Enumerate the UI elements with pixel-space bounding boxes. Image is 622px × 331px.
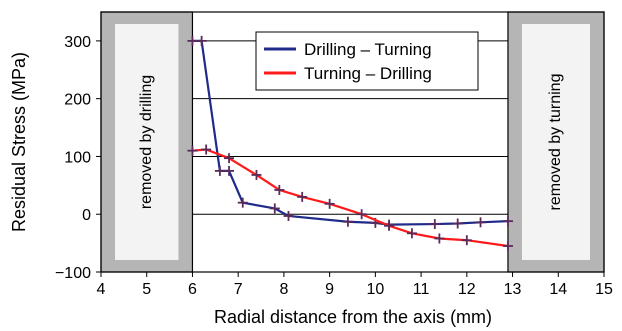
x-tick-label: 9 [325, 281, 334, 298]
data-point [251, 169, 262, 180]
plot-frame [100, 11, 605, 273]
x-tick-label: 7 [234, 281, 243, 298]
tick-labels: 4 5 6 7 8 9 10 11 12 13 14 15 −100 0 100 200 300 [55, 34, 613, 298]
data-point [406, 228, 417, 239]
data-point [201, 144, 212, 155]
data-point [342, 216, 353, 227]
data-series [187, 35, 513, 251]
legend-box [255, 31, 479, 91]
data-point [356, 209, 367, 220]
data-point [502, 216, 513, 227]
x-tick-label: 4 [97, 281, 106, 298]
data-point [274, 184, 285, 195]
data-point [283, 210, 294, 221]
data-point [429, 219, 440, 230]
data-point [324, 198, 335, 209]
data-point [187, 35, 198, 46]
region-label: removed by drilling [138, 75, 155, 209]
data-point [384, 220, 395, 231]
y-tick-label: 100 [64, 149, 91, 166]
x-tick-label: 15 [595, 281, 613, 298]
data-point [214, 165, 225, 176]
x-tick-label: 14 [549, 281, 567, 298]
x-tick-label: 6 [188, 281, 197, 298]
y-tick-label: −100 [55, 265, 91, 282]
data-point [196, 35, 207, 46]
data-point [224, 153, 235, 164]
data-point [297, 191, 308, 202]
y-axis-title: Residual Stress (MPa) [9, 52, 29, 232]
region-inner-panel [115, 24, 179, 260]
data-point [434, 233, 445, 244]
x-tick-label: 10 [366, 281, 384, 298]
x-tick-label: 12 [458, 281, 476, 298]
legend-label: Drilling – Turning [304, 40, 432, 59]
x-tick-label: 13 [504, 281, 522, 298]
data-point [187, 145, 198, 156]
legend-label: Turning – Drilling [304, 64, 432, 83]
x-tick-label: 8 [279, 281, 288, 298]
data-point [452, 218, 463, 229]
data-point [502, 241, 513, 251]
x-axis-title: Radial distance from the axis (mm) [214, 307, 492, 327]
region-label: removed by turning [547, 74, 564, 211]
data-point [269, 203, 280, 214]
y-tick-label: 0 [82, 207, 91, 224]
legend: Drilling – Turning Turning – Drilling [255, 31, 479, 91]
axes [100, 11, 605, 273]
data-point [475, 217, 486, 228]
data-point [224, 165, 235, 176]
region-inner-panel [521, 24, 590, 260]
y-tick-label: 200 [64, 92, 91, 109]
data-point [461, 235, 472, 246]
x-tick-label: 5 [142, 281, 151, 298]
y-tick-label: 300 [64, 34, 91, 51]
x-tick-label: 11 [413, 281, 430, 298]
data-point [237, 197, 248, 208]
